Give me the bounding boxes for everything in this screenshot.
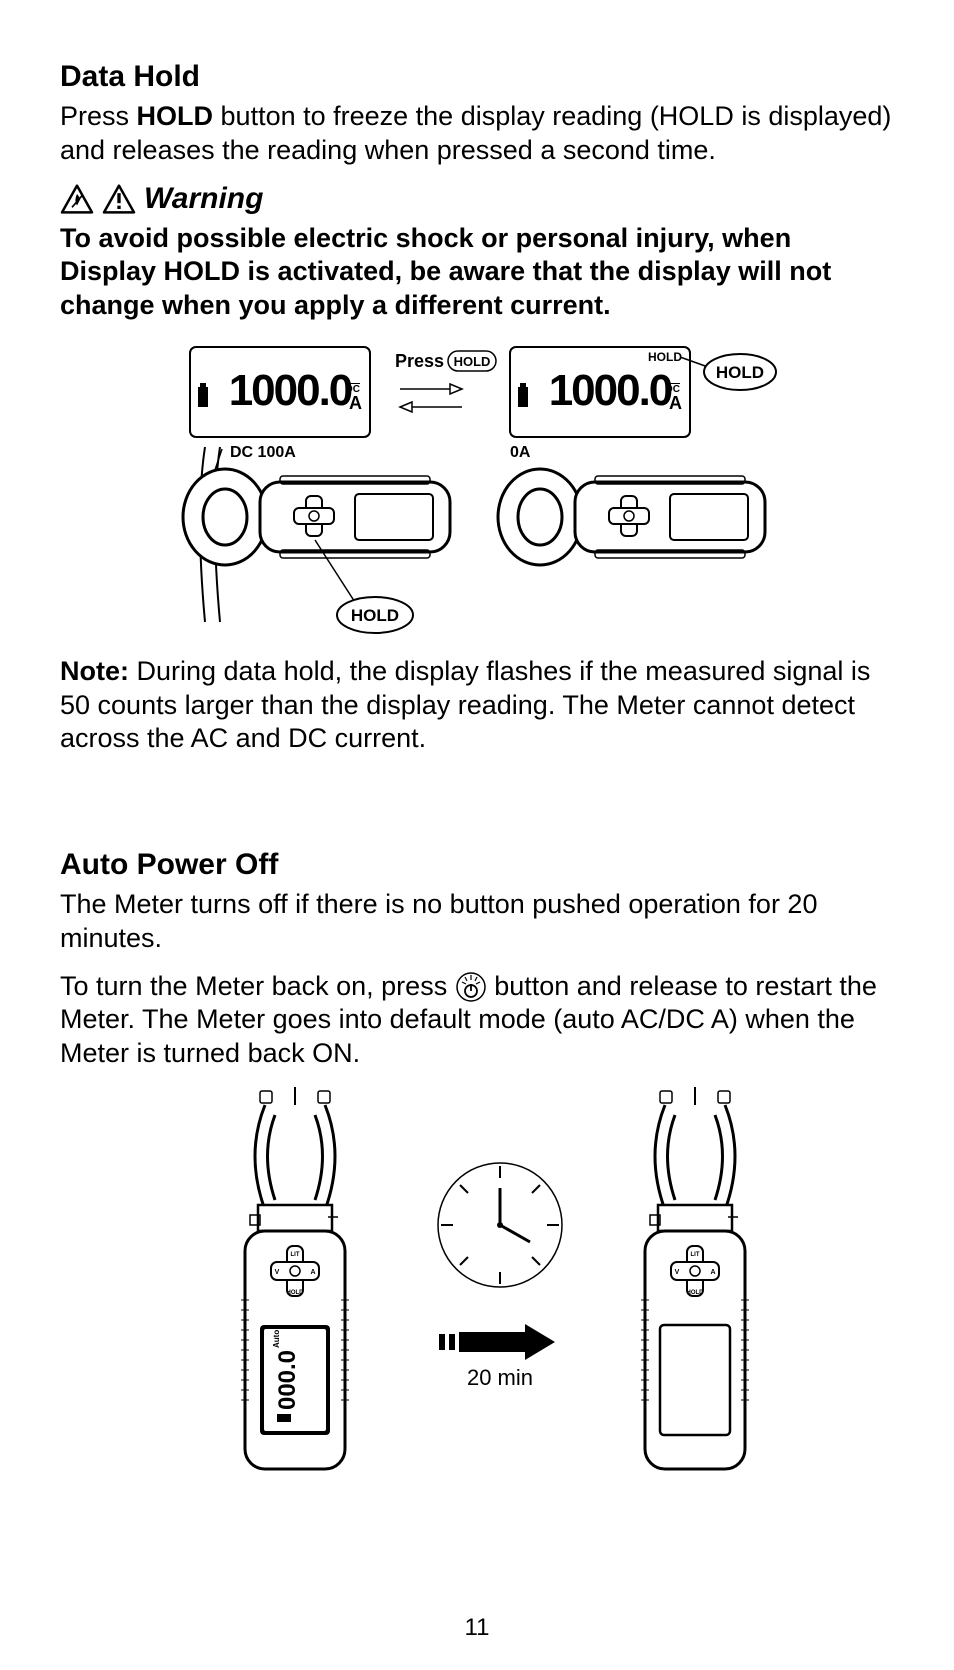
svg-text:Press: Press	[395, 351, 444, 371]
svg-text:LIT: LIT	[691, 1252, 700, 1258]
svg-text:A: A	[669, 393, 682, 413]
text-frag: To turn the Meter back on, press	[60, 971, 455, 1001]
caution-triangle-icon	[102, 184, 136, 214]
para-apo-2: To turn the Meter back on, press button …	[60, 970, 894, 1071]
para-apo-1: The Meter turns off if there is no butto…	[60, 888, 894, 956]
svg-text:1000.0: 1000.0	[549, 366, 672, 415]
svg-text:V: V	[675, 1269, 680, 1276]
svg-text:0A: 0A	[510, 444, 531, 461]
heading-data-hold: Data Hold	[60, 60, 894, 94]
warning-label: Warning	[144, 182, 263, 216]
warning-heading: Warning	[60, 182, 894, 216]
note-body: During data hold, the display flashes if…	[60, 656, 870, 754]
svg-text:A: A	[310, 1269, 315, 1276]
svg-text:20 min: 20 min	[467, 1365, 533, 1390]
svg-text:000.0: 000.0	[274, 1350, 301, 1410]
heading-auto-power-off: Auto Power Off	[60, 848, 894, 882]
svg-text:1000.0: 1000.0	[229, 366, 352, 415]
svg-text:Auto: Auto	[272, 1330, 281, 1348]
text-hold-bold: HOLD	[137, 101, 214, 131]
svg-text:HOLD: HOLD	[287, 1290, 305, 1296]
warning-text: To avoid possible electric shock or pers…	[60, 222, 894, 323]
page-number: 11	[0, 1614, 954, 1642]
note-text: Note: During data hold, the display flas…	[60, 655, 894, 756]
svg-text:HOLD: HOLD	[351, 606, 399, 625]
power-button-icon	[455, 971, 487, 1003]
figure-hold-diagram: 1000.0 DC A Press HOLD 1000.0 DC A HOLD …	[150, 337, 850, 637]
warning-triangle-icon	[60, 184, 94, 214]
svg-text:HOLD: HOLD	[716, 363, 764, 382]
svg-text:V: V	[275, 1269, 280, 1276]
svg-text:LIT: LIT	[291, 1252, 300, 1258]
svg-text:DC 100A: DC 100A	[230, 444, 296, 461]
svg-text:HOLD: HOLD	[648, 350, 682, 364]
svg-text:A: A	[349, 393, 362, 413]
note-label: Note:	[60, 656, 129, 686]
text-frag: Press	[60, 101, 137, 131]
svg-text:A: A	[710, 1269, 715, 1276]
svg-text:HOLD: HOLD	[454, 354, 491, 369]
svg-text:HOLD: HOLD	[687, 1290, 705, 1296]
para-data-hold: Press HOLD button to freeze the display …	[60, 100, 894, 168]
figure-auto-power-off: LIT HOLD V A 000.0 Auto	[190, 1085, 810, 1485]
